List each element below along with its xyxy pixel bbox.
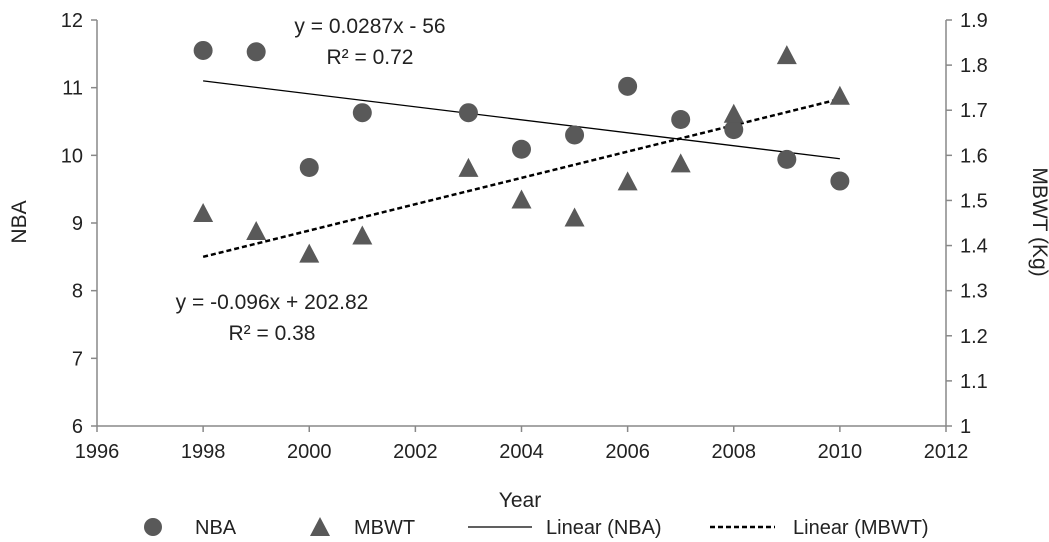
mbwt-point (776, 45, 797, 65)
mbwt-point (829, 85, 850, 105)
nba-point (618, 76, 638, 96)
y-right-tick-label: 1.6 (960, 145, 988, 167)
x-tick-label: 2010 (818, 441, 863, 463)
x-tick-label: 1996 (75, 441, 120, 463)
nba-point (777, 149, 797, 169)
y-right-tick-label: 1.8 (960, 55, 988, 77)
y-right-tick-label: 1.2 (960, 326, 988, 348)
x-tick-label: 2004 (499, 441, 544, 463)
mbwt-point (564, 207, 585, 227)
mbwt-point (246, 221, 267, 241)
y-right-tick-label: 1.5 (960, 190, 988, 212)
x-tick-label: 2012 (924, 441, 969, 463)
mbwt-point (670, 153, 691, 173)
mbwt-r-squared: R² = 0.72 (327, 46, 414, 69)
legend-nba-label: NBA (195, 517, 237, 539)
y-left-tick-label: 11 (62, 78, 83, 100)
ticks: 1996 1998 2000 2002 2004 2006 2008 2010 2012 6 7 8 9… (61, 10, 988, 463)
x-tick-label: 2000 (287, 441, 332, 463)
y-right-tick-label: 1.7 (960, 100, 988, 122)
mbwt-point (458, 157, 479, 177)
mbwt-point (617, 171, 638, 191)
mbwt-point (511, 189, 532, 209)
nba-point (724, 120, 744, 140)
mbwt-point (723, 103, 744, 123)
nba-point (193, 40, 213, 60)
y-left-tick-label: 7 (72, 348, 83, 370)
axes (96, 20, 947, 427)
mbwt-equation: y = 0.0287x - 56 (294, 15, 445, 38)
y-right-tick-label: 1.3 (960, 281, 988, 303)
mbwt-point (352, 225, 373, 245)
legend-linear-nba-label: Linear (NBA) (546, 517, 662, 539)
y-left-tick-label: 6 (72, 416, 83, 438)
trendlines (202, 80, 841, 259)
nba-point (352, 103, 372, 123)
y-left-tick-label: 10 (61, 145, 83, 167)
legend-mbwt-label: MBWT (354, 517, 415, 539)
y-left-tick-label: 9 (72, 213, 83, 235)
y-left-tick-label: 8 (72, 281, 83, 303)
nba-point (246, 42, 266, 62)
mbwt-point (193, 202, 214, 222)
legend: NBA MBWT Linear (NBA) Linear (MBWT) (144, 517, 929, 539)
x-tick-label: 1998 (181, 441, 226, 463)
x-tick-label: 2006 (605, 441, 650, 463)
nba-point (458, 103, 478, 123)
data-marks (193, 40, 850, 263)
legend-nba-marker (144, 518, 162, 536)
trendline-mbwt (202, 97, 841, 259)
x-axis-title: Year (499, 489, 541, 512)
x-tick-label: 2002 (393, 441, 438, 463)
x-tick-label: 2008 (712, 441, 757, 463)
legend-linear-mbwt-label: Linear (MBWT) (793, 517, 929, 539)
trendline-nba (203, 80, 840, 160)
nba-point (512, 139, 531, 159)
nba-equation: y = -0.096x + 202.82 (176, 291, 369, 314)
y-axis-left-title: NBA (8, 200, 31, 243)
mbwt-point (299, 243, 320, 263)
y-left-tick-label: 12 (61, 10, 83, 32)
legend-mbwt-marker (310, 517, 330, 536)
nba-r-squared: R² = 0.38 (229, 322, 316, 345)
nba-point (830, 171, 850, 191)
nba-point (565, 125, 585, 145)
y-right-tick-label: 1.4 (960, 236, 988, 258)
y-right-tick-label: 1.1 (960, 371, 988, 393)
y-axis-right-title: MBWT (Kg) (1028, 167, 1049, 276)
nba-point (671, 109, 691, 129)
y-right-tick-label: 1 (960, 416, 971, 438)
nba-point (299, 158, 319, 178)
y-right-tick-label: 1.9 (960, 10, 988, 32)
